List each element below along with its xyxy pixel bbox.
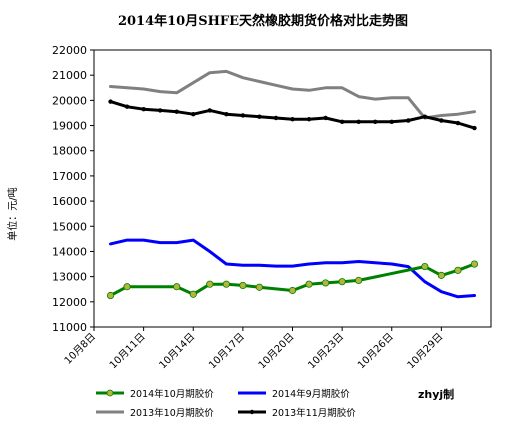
x-tick-label: 10月23日 xyxy=(306,331,347,372)
x-tick-label: 10月29日 xyxy=(405,331,446,372)
chart-title: 2014年10月SHFE天然橡胶期货价格对比走势图 xyxy=(118,13,408,29)
data-point xyxy=(470,260,479,268)
data-point xyxy=(421,262,429,271)
data-point xyxy=(338,278,346,286)
data-point xyxy=(224,112,229,117)
data-point xyxy=(406,118,411,123)
y-tick-label: 11000 xyxy=(52,321,87,334)
data-point xyxy=(389,119,394,124)
y-tick-label: 21000 xyxy=(52,69,87,82)
y-tick-label: 18000 xyxy=(52,145,87,158)
data-point xyxy=(472,125,477,131)
legend-item: 2013年10月期胶价 xyxy=(96,407,214,419)
data-point xyxy=(240,113,246,118)
data-point xyxy=(356,119,361,124)
legend-label: 2014年10月期胶价 xyxy=(130,388,214,400)
data-point xyxy=(273,115,279,121)
data-point xyxy=(323,115,328,121)
data-point xyxy=(437,271,445,279)
data-point xyxy=(339,119,345,124)
data-point xyxy=(239,281,247,290)
y-tick-label: 19000 xyxy=(52,120,87,133)
y-tick-label: 15000 xyxy=(52,220,87,233)
data-point xyxy=(222,280,230,288)
legend-item: 2014年9月期胶价 xyxy=(238,388,350,400)
data-point xyxy=(257,114,262,119)
chart-axes: 11000 12000 13000 14000 15000 16000 17000 18000… xyxy=(52,44,492,372)
x-tick-label: 10月20日 xyxy=(256,331,297,372)
legend-label: 2013年11月期胶价 xyxy=(272,407,356,419)
x-tick-label: 10月8日 xyxy=(62,331,98,367)
series-group xyxy=(109,238,476,299)
y-tick-label: 12000 xyxy=(52,296,87,309)
x-tick-label: 10月17日 xyxy=(206,331,247,372)
data-point xyxy=(306,117,312,122)
series-group xyxy=(106,260,479,300)
y-tick-label: 14000 xyxy=(52,245,87,258)
x-tick-label: 10月26日 xyxy=(355,331,396,372)
data-point xyxy=(422,114,428,119)
data-point xyxy=(305,280,313,288)
y-tick-label: 17000 xyxy=(52,170,87,183)
series-group xyxy=(109,69,476,120)
data-point xyxy=(123,283,131,291)
y-tick-label: 22000 xyxy=(52,44,87,57)
series-line xyxy=(109,238,476,299)
data-point xyxy=(141,106,146,112)
data-point xyxy=(173,283,181,291)
data-point xyxy=(106,291,115,300)
data-point xyxy=(355,276,363,285)
data-point xyxy=(191,112,196,117)
y-tick-label: 20000 xyxy=(52,94,87,107)
data-point xyxy=(189,290,197,298)
data-point xyxy=(288,286,297,295)
series-line xyxy=(109,69,476,120)
y-tick-label: 13000 xyxy=(52,271,87,284)
data-point xyxy=(321,279,330,287)
data-point xyxy=(174,109,179,114)
data-point xyxy=(373,119,378,124)
y-tick-label: 16000 xyxy=(52,195,87,208)
legend-item: 2014年10月期胶价 xyxy=(96,388,214,400)
x-tick-label: 10月14日 xyxy=(157,331,198,372)
y-axis-label: 单位：元/吨 xyxy=(6,187,19,240)
data-point xyxy=(206,280,214,288)
data-point xyxy=(108,99,113,104)
data-point xyxy=(454,266,462,274)
data-point xyxy=(455,120,461,126)
legend-label: 2014年9月期胶价 xyxy=(272,388,350,400)
data-point xyxy=(124,104,130,109)
legend-marker xyxy=(106,389,114,397)
chart-legend: 2014年10月期胶价 2014年9月期胶价 2013年10月期胶价 2013年11月… xyxy=(96,388,356,419)
legend-marker xyxy=(249,409,255,415)
data-point xyxy=(255,283,264,291)
data-point xyxy=(290,117,295,122)
credit-label: zhyj制 xyxy=(418,387,454,401)
data-point xyxy=(439,118,444,123)
series-group xyxy=(108,99,477,131)
x-tick-label: 10月11日 xyxy=(107,331,148,372)
series-line xyxy=(109,100,476,130)
legend-item: 2013年11月期胶价 xyxy=(238,407,356,419)
legend-label: 2013年10月期胶价 xyxy=(130,407,214,419)
data-point xyxy=(207,108,212,113)
data-point xyxy=(157,108,163,113)
series-layer xyxy=(106,69,479,300)
